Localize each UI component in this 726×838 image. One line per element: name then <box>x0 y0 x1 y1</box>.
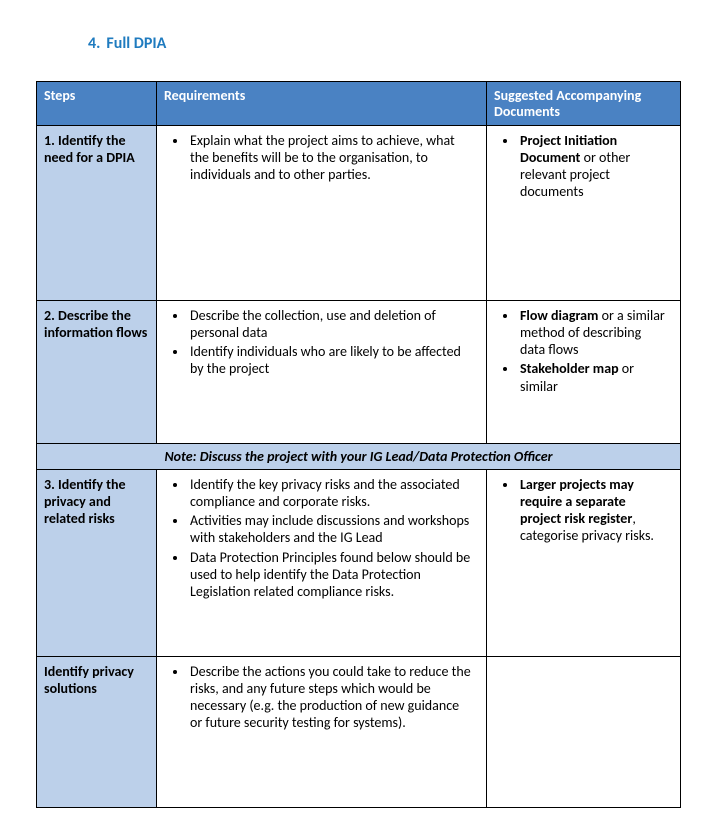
requirements-cell: Explain what the project aims to achieve… <box>157 126 487 301</box>
doc-bold: Flow diagram <box>520 307 598 324</box>
requirements-cell: Describe the collection, use and deletio… <box>157 301 487 444</box>
dpia-table: Steps Requirements Suggested Accompanyin… <box>36 81 681 808</box>
step-cell: 2. Describe the information flows <box>37 301 157 444</box>
table-row: 1. Identify the need for a DPIA Explain … <box>37 126 681 301</box>
step-cell: Identify privacy solutions <box>37 657 157 808</box>
table-row: 3. Identify the privacy and related risk… <box>37 470 681 657</box>
step-label: 1. Identify the need for a DPIA <box>38 127 155 172</box>
section-heading: 4. Full DPIA <box>88 34 690 53</box>
list-item: Project Initiation Document or other rel… <box>518 132 667 202</box>
step-label: 2. Describe the information flows <box>38 302 155 347</box>
documents-list: Project Initiation Document or other rel… <box>494 132 673 202</box>
requirements-list: Identify the key privacy risks and the a… <box>164 476 479 602</box>
step-cell: 1. Identify the need for a DPIA <box>37 126 157 301</box>
documents-cell: Project Initiation Document or other rel… <box>487 126 681 301</box>
col-header-documents-text: Suggested Accompanying Documents <box>488 83 679 124</box>
requirements-cell: Identify the key privacy risks and the a… <box>157 470 487 657</box>
list-item: Explain what the project aims to achieve… <box>188 132 473 185</box>
documents-list: Flow diagram or a similar method of desc… <box>494 307 673 396</box>
list-item: Identify individuals who are likely to b… <box>188 343 473 379</box>
requirements-list: Explain what the project aims to achieve… <box>164 132 479 185</box>
step-label: Identify privacy solutions <box>38 658 155 703</box>
documents-cell: Larger projects may require a separate p… <box>487 470 681 657</box>
list-item: Flow diagram or a similar method of desc… <box>518 307 667 360</box>
heading-text: Full DPIA <box>106 34 166 53</box>
documents-cell: Flow diagram or a similar method of desc… <box>487 301 681 444</box>
col-header-documents: Suggested Accompanying Documents <box>487 82 681 126</box>
doc-bold: Larger projects may require a separate p… <box>520 476 634 527</box>
requirements-list: Describe the actions you could take to r… <box>164 663 479 733</box>
list-item: Identify the key privacy risks and the a… <box>188 476 473 512</box>
requirements-list: Describe the collection, use and deletio… <box>164 307 479 379</box>
col-header-requirements: Requirements <box>157 82 487 126</box>
document-page: 4. Full DPIA Steps Requirements Suggested… <box>0 0 726 838</box>
step-label: 3. Identify the privacy and related risk… <box>38 471 155 533</box>
list-item: Activities may include discussions and w… <box>188 512 473 548</box>
col-header-steps-text: Steps <box>38 83 155 108</box>
documents-cell <box>487 657 681 808</box>
note-cell: Note: Discuss the project with your IG L… <box>37 444 681 470</box>
list-item: Stakeholder map or similar <box>518 360 667 396</box>
list-item: Larger projects may require a separate p… <box>518 476 667 546</box>
col-header-requirements-text: Requirements <box>158 83 485 108</box>
doc-bold: Stakeholder map <box>520 360 619 377</box>
requirements-cell: Describe the actions you could take to r… <box>157 657 487 808</box>
table-row: 2. Describe the information flows Descri… <box>37 301 681 444</box>
table-row: Identify privacy solutions Describe the … <box>37 657 681 808</box>
heading-number: 4. <box>88 34 100 53</box>
list-item: Describe the actions you could take to r… <box>188 663 473 733</box>
list-item: Describe the collection, use and deletio… <box>188 307 473 343</box>
note-row: Note: Discuss the project with your IG L… <box>37 444 681 470</box>
col-header-steps: Steps <box>37 82 157 126</box>
documents-list: Larger projects may require a separate p… <box>494 476 673 546</box>
step-cell: 3. Identify the privacy and related risk… <box>37 470 157 657</box>
note-text: Note: Discuss the project with your IG L… <box>164 448 552 465</box>
table-header-row: Steps Requirements Suggested Accompanyin… <box>37 82 681 126</box>
list-item: Data Protection Principles found below s… <box>188 549 473 602</box>
